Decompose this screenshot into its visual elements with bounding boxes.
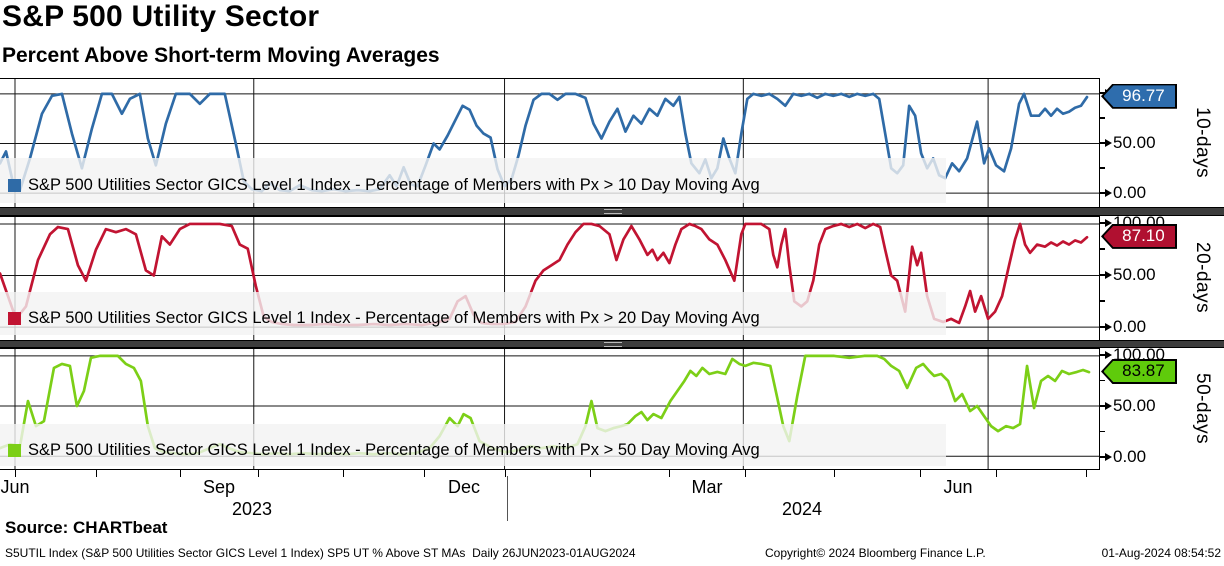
x-year-label: 2024: [781, 499, 823, 519]
y-tick: [1100, 142, 1108, 144]
footer-ticker-description: S5UTIL Index (S&P 500 Utilities Sector G…: [5, 546, 636, 560]
y-tick-arrow: [1105, 351, 1112, 359]
y-tick: [1100, 354, 1108, 356]
legend-10-days: S&P 500 Utilities Sector GICS Level 1 In…: [0, 158, 946, 203]
x-tick: [834, 470, 835, 477]
legend-20-days: S&P 500 Utilities Sector GICS Level 1 In…: [0, 292, 946, 335]
footer-timestamp: 01-Aug-2024 08:54:52: [1101, 546, 1221, 560]
panel-20-days: S&P 500 Utilities Sector GICS Level 1 In…: [0, 213, 1224, 340]
legend-label-10-days: S&P 500 Utilities Sector GICS Level 1 In…: [28, 176, 760, 194]
x-tick: [590, 470, 591, 477]
x-tick: [1086, 470, 1087, 477]
y-minor-tick: [1100, 430, 1105, 433]
legend-50-days: S&P 500 Utilities Sector GICS Level 1 In…: [0, 424, 946, 466]
y-tick-arrow: [1105, 271, 1112, 279]
x-month-label: Jun: [943, 477, 973, 497]
y-tick-arrow: [1105, 402, 1112, 410]
last-value-10-days: 96.77: [1122, 86, 1165, 106]
legend-label-50-days: S&P 500 Utilities Sector GICS Level 1 In…: [28, 440, 760, 459]
panel-divider: [0, 340, 1224, 348]
x-tick: [996, 470, 997, 477]
y-minor-tick: [1100, 248, 1105, 250]
y-minor-tick: [1100, 117, 1105, 119]
panel-divider: [0, 207, 1224, 216]
panel-axis-label-10-days: 10-days: [1192, 106, 1213, 179]
x-month-label: Mar: [691, 477, 723, 497]
page-subtitle: Percent Above Short-term Moving Averages: [2, 44, 440, 67]
last-value-tag-20-days: 87.10: [1101, 223, 1177, 249]
panel-10-days: S&P 500 Utilities Sector GICS Level 1 In…: [0, 78, 1224, 207]
panel-axis-label-20-days: 20-days: [1192, 242, 1213, 314]
divider-grip-handle[interactable]: [604, 342, 622, 347]
y-tick-arrow: [1105, 189, 1112, 197]
x-tick: [745, 470, 746, 477]
legend-swatch-20-days: [8, 312, 21, 325]
legend-swatch-50-days: [8, 443, 21, 457]
page-title: S&P 500 Utility Sector: [2, 0, 320, 33]
divider-grip-handle[interactable]: [604, 209, 622, 214]
source-credit: Source: CHARTbeat: [5, 518, 168, 537]
last-value-tag-10-days: 96.77: [1101, 83, 1177, 109]
x-month-label: Jun: [0, 477, 30, 497]
x-month-label: Dec: [447, 477, 480, 497]
y-tick-arrow: [1105, 323, 1112, 331]
panel-50-days: S&P 500 Utilities Sector GICS Level 1 In…: [0, 345, 1224, 470]
y-minor-tick: [1100, 167, 1105, 169]
last-value-20-days: 87.10: [1122, 226, 1165, 246]
footer-copyright: Copyright© 2024 Bloomberg Finance L.P.: [765, 546, 986, 560]
y-minor-tick: [1100, 379, 1105, 382]
last-value-tag-50-days: 83.87: [1101, 358, 1177, 384]
legend-label-20-days: S&P 500 Utilities Sector GICS Level 1 In…: [28, 309, 760, 327]
x-axis: Jun Sep Dec Mar Jun 2023 2024: [0, 470, 1224, 526]
y-tick: [1100, 192, 1108, 194]
panel-axis-label-50-days: 50-days: [1192, 373, 1213, 445]
last-value-50-days: 83.87: [1122, 361, 1165, 381]
year-divider-line: [507, 476, 508, 521]
x-tick: [920, 470, 921, 477]
y-tick: [1100, 222, 1108, 224]
legend-swatch-10-days: [8, 179, 21, 192]
y-tick-label: 50.00: [1113, 133, 1156, 152]
y-tick-arrow: [1105, 453, 1112, 461]
y-tick: [1100, 456, 1108, 458]
x-tick: [505, 470, 506, 477]
y-tick: [1100, 405, 1108, 407]
y-tick-label: 0.00: [1113, 317, 1147, 336]
x-tick: [669, 470, 670, 477]
y-tick-label: 0.00: [1113, 183, 1147, 202]
x-tick: [258, 470, 259, 477]
y-tick-arrow: [1105, 139, 1112, 147]
y-minor-tick: [1100, 300, 1105, 302]
x-tick: [343, 470, 344, 477]
y-tick-label: 50.00: [1113, 396, 1156, 415]
y-tick-label: 50.00: [1113, 265, 1156, 284]
y-tick: [1100, 326, 1108, 328]
x-tick: [424, 470, 425, 477]
x-month-label: Sep: [202, 477, 236, 497]
x-tick: [15, 470, 16, 477]
x-tick: [180, 470, 181, 477]
y-tick: [1100, 274, 1108, 276]
x-year-label: 2023: [231, 499, 273, 519]
x-tick: [96, 470, 97, 477]
y-tick-label: 0.00: [1113, 447, 1147, 466]
footer-bar: S5UTIL Index (S&P 500 Utilities Sector G…: [0, 546, 1224, 564]
